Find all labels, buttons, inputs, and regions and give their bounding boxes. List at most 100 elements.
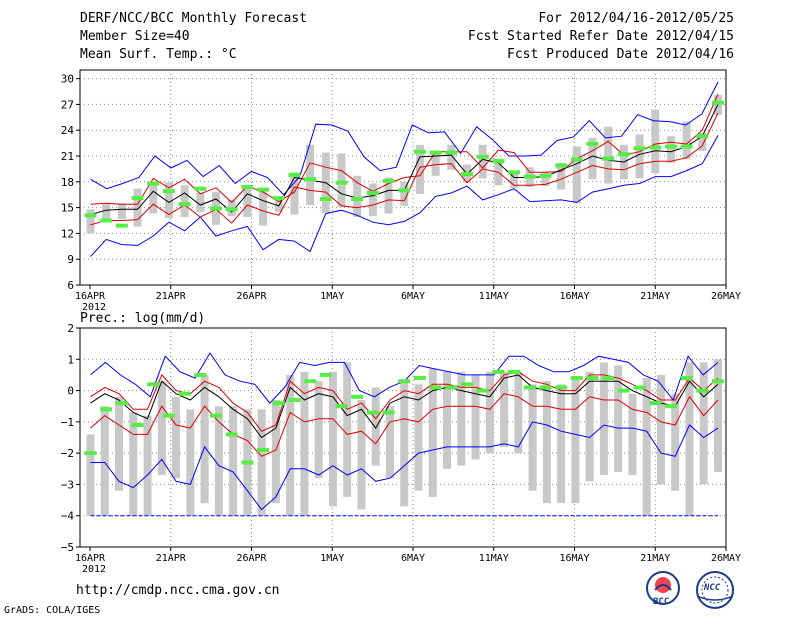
observed-marker bbox=[366, 190, 379, 195]
y-tick-label: −3 bbox=[61, 478, 74, 491]
spread-box bbox=[286, 374, 295, 516]
spread-box bbox=[698, 132, 707, 151]
y-tick-label: 12 bbox=[61, 227, 74, 240]
spread-box bbox=[229, 406, 238, 516]
spread-box bbox=[243, 185, 252, 218]
spread-box bbox=[86, 434, 95, 516]
panel-0: 6 9 12 15 18 21 24 27 30 16APR 21APR 26APR 1MAY 6MAY 1… bbox=[61, 69, 741, 313]
observed-marker bbox=[633, 146, 646, 151]
observed-marker bbox=[382, 178, 395, 183]
x-tick-label: 1MAY bbox=[320, 291, 344, 302]
observed-marker bbox=[476, 388, 489, 393]
observed-marker bbox=[555, 385, 568, 390]
observed-marker bbox=[131, 196, 144, 201]
observed-marker bbox=[241, 460, 254, 465]
observed-marker bbox=[570, 376, 583, 381]
x-tick-label: 26APR bbox=[236, 553, 267, 564]
observed-marker bbox=[288, 397, 301, 402]
spread-box bbox=[431, 151, 440, 176]
spread-box bbox=[614, 365, 623, 472]
y-tick-label: 1 bbox=[67, 353, 74, 366]
observed-marker bbox=[539, 173, 552, 178]
x-tick-label: 21APR bbox=[156, 553, 187, 564]
observed-marker bbox=[398, 379, 411, 384]
spread-box bbox=[500, 371, 509, 447]
observed-marker bbox=[492, 369, 505, 374]
spread-box bbox=[149, 181, 158, 214]
y-tick-label: 21 bbox=[61, 150, 74, 163]
y-tick-label: 18 bbox=[61, 176, 74, 189]
spread-box bbox=[642, 378, 651, 516]
spread-box bbox=[628, 393, 637, 476]
spread-box bbox=[164, 182, 173, 218]
spread-box bbox=[447, 144, 456, 170]
observed-marker bbox=[664, 144, 677, 149]
x-tick-label: 16MAY bbox=[559, 291, 589, 302]
source-url[interactable]: http://cmdp.ncc.cma.gov.cn bbox=[76, 583, 280, 598]
observed-marker bbox=[696, 388, 709, 393]
observed-marker bbox=[241, 184, 254, 189]
spread-box bbox=[471, 374, 480, 460]
spread-box bbox=[604, 126, 613, 184]
x-tick-label: 11MAY bbox=[479, 291, 509, 302]
observed-marker bbox=[100, 218, 113, 223]
ncc-logo: NCC bbox=[692, 570, 738, 610]
chart-title: DERF/NCC/BCC Monthly Forecast bbox=[80, 11, 307, 26]
spread-box bbox=[457, 371, 466, 466]
spread-box bbox=[133, 188, 142, 227]
spread-box bbox=[337, 153, 346, 207]
bcc-logo: BCC bbox=[643, 570, 683, 610]
spread-box bbox=[714, 359, 722, 472]
series-line-lower bbox=[90, 112, 719, 226]
x-tick-label: 6MAY bbox=[401, 553, 425, 564]
observed-marker bbox=[555, 163, 568, 168]
y-tick-label: 27 bbox=[61, 98, 74, 111]
spread-box bbox=[115, 396, 124, 491]
y-tick-label: −4 bbox=[61, 510, 75, 523]
spread-box bbox=[385, 406, 394, 479]
observed-marker bbox=[147, 382, 160, 387]
observed-marker bbox=[335, 180, 348, 185]
spread-box bbox=[290, 172, 299, 215]
spread-box bbox=[196, 192, 205, 212]
observed-marker bbox=[649, 401, 662, 406]
x-tick-label: 6MAY bbox=[401, 291, 425, 302]
observed-marker bbox=[712, 100, 724, 105]
observed-marker bbox=[602, 376, 615, 381]
spread-box bbox=[371, 387, 380, 466]
observed-marker bbox=[225, 207, 238, 212]
y-tick-label: −5 bbox=[61, 541, 74, 554]
spread-box bbox=[415, 144, 424, 194]
spread-box bbox=[117, 203, 126, 219]
spread-box bbox=[368, 183, 377, 217]
spread-box bbox=[635, 134, 644, 179]
fcst-started-label: Fcst Started Refer Date 2012/04/15 bbox=[467, 29, 734, 44]
x-tick-label: 21APR bbox=[156, 291, 187, 302]
y-tick-label: 24 bbox=[61, 124, 75, 137]
spread-box bbox=[102, 204, 111, 222]
observed-marker bbox=[84, 213, 97, 218]
series-line-max bbox=[90, 81, 719, 196]
observed-marker bbox=[476, 154, 489, 159]
y-tick-label: −2 bbox=[61, 447, 74, 460]
ncc-logo-icon bbox=[696, 571, 734, 609]
observed-marker bbox=[351, 197, 364, 201]
observed-marker bbox=[257, 448, 270, 453]
observed-marker bbox=[508, 170, 521, 175]
panel-1: −5 −4 −3 −2 −1 0 1 2 16APR 21APR 26APR 1MAY 6MAY 11MA… bbox=[61, 322, 741, 575]
observed-marker bbox=[664, 404, 677, 409]
observed-marker bbox=[257, 187, 270, 192]
spread-box bbox=[599, 362, 608, 476]
y-tick-label: 30 bbox=[61, 73, 74, 86]
spread-box bbox=[443, 371, 452, 469]
observed-marker bbox=[194, 186, 207, 191]
spread-box bbox=[656, 374, 665, 485]
observed-marker bbox=[304, 379, 317, 384]
spread-box bbox=[186, 409, 195, 516]
spread-box bbox=[314, 381, 323, 479]
spread-box bbox=[143, 415, 152, 516]
spread-box bbox=[651, 109, 660, 174]
spread-box bbox=[357, 399, 366, 510]
observed-marker bbox=[712, 379, 724, 384]
observed-marker bbox=[586, 141, 599, 146]
